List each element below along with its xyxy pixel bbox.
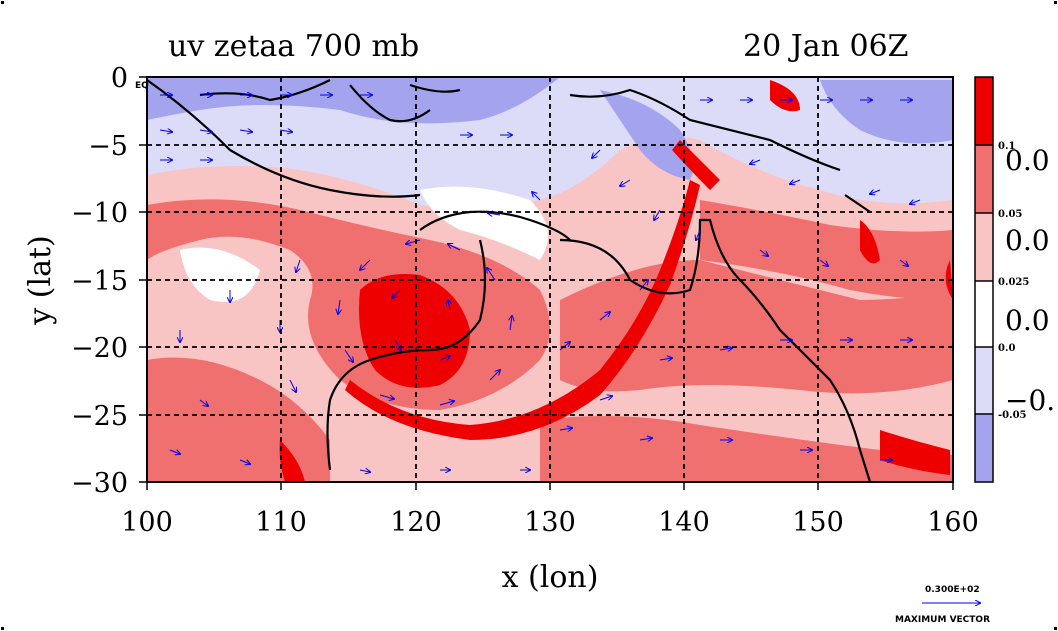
colorbar-swatch xyxy=(975,281,993,347)
vector-key: 0.300E+02 MAXIMUM VECTOR xyxy=(895,585,990,625)
y-tick-label: 0 xyxy=(111,63,128,94)
plot-date: 20 Jan 06Z xyxy=(743,29,909,64)
y-tick-labels: 0 −5 −10 −15 −20 −25 −30 xyxy=(71,63,128,499)
colorbar-label-large: 0.0 xyxy=(1005,304,1050,337)
plot-title: uv zetaa 700 mb xyxy=(168,29,419,64)
x-tick-label: 110 xyxy=(255,507,307,538)
colorbar-swatch xyxy=(975,213,993,281)
colorbar-label-large: 0.0 xyxy=(1005,144,1050,177)
x-tick-label: 160 xyxy=(927,507,979,538)
y-tick-label: −5 xyxy=(88,131,128,162)
coastline xyxy=(147,79,872,482)
colorbar-label-large: 0.0 xyxy=(1005,224,1050,257)
y-tick-label: −10 xyxy=(71,198,128,229)
x-axis-label: x (lon) xyxy=(502,560,599,595)
colorbar-swatch xyxy=(975,414,993,482)
wind-vectors xyxy=(159,95,921,472)
y-tick-label: −25 xyxy=(71,401,128,432)
colorbar-label: -0.05 xyxy=(998,410,1027,421)
x-tick-labels: 100 110 120 130 140 150 160 xyxy=(121,507,979,538)
vector-key-label: MAXIMUM VECTOR xyxy=(895,615,990,625)
vorticity-field xyxy=(147,77,953,482)
x-tick-label: 100 xyxy=(121,507,173,538)
gridlines xyxy=(147,77,953,482)
vector-key-value: 0.300E+02 xyxy=(925,585,980,595)
y-tick-label: −30 xyxy=(71,468,128,499)
tick-marks xyxy=(139,76,954,490)
colorbar: 0.1 0.05 0.025 0.0 -0.05 0.0 0.0 0.0 −0. xyxy=(974,76,1055,483)
colorbar-swatch xyxy=(975,77,993,145)
map-corner-label: EQ xyxy=(135,81,149,91)
y-tick-label: −15 xyxy=(71,266,128,297)
colorbar-label: 0.05 xyxy=(998,209,1022,220)
y-tick-label: −20 xyxy=(71,333,128,364)
colorbar-label: 0.1 xyxy=(998,141,1015,152)
y-axis-label: y (lat) xyxy=(23,235,58,325)
x-tick-label: 150 xyxy=(792,507,844,538)
x-tick-label: 140 xyxy=(658,507,710,538)
x-tick-label: 120 xyxy=(390,507,442,538)
x-tick-label: 130 xyxy=(524,507,576,538)
colorbar-swatch xyxy=(975,347,993,414)
colorbar-label: 0.025 xyxy=(998,277,1029,288)
colorbar-label: 0.0 xyxy=(998,343,1015,354)
colorbar-swatch xyxy=(975,145,993,213)
colorbar-label-large: −0. xyxy=(1005,384,1055,417)
